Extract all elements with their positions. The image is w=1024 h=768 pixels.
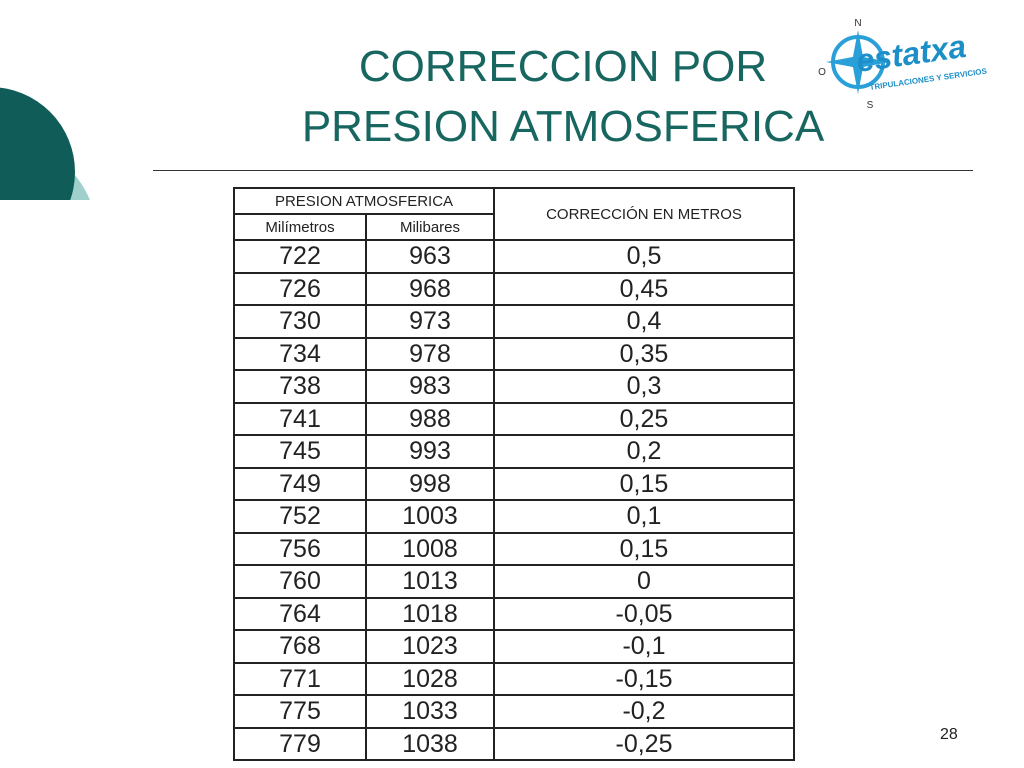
table-row: 722 963 0,5	[233, 239, 795, 274]
logo-star	[826, 56, 890, 68]
table-cell: 0,15	[493, 466, 795, 501]
table-row: 756 1008 0,15	[233, 531, 795, 566]
table-cell: 749	[233, 466, 367, 501]
table-cell: 0,4	[493, 304, 795, 339]
table-row: 741 988 0,25	[233, 401, 795, 436]
table-body: PRESION ATMOSFERICA CORRECCIÓN EN METROS…	[233, 187, 795, 761]
table-cell: 0,15	[493, 531, 795, 566]
table-cell: 738	[233, 369, 367, 404]
table-cell: -0,15	[493, 661, 795, 696]
table-row: 760 1013 0	[233, 564, 795, 599]
table-cell: 1023	[365, 629, 495, 664]
table-cell: 963	[365, 239, 495, 274]
table-row: 775 1033 -0,2	[233, 694, 795, 729]
table-row: 779 1038 -0,25	[233, 726, 795, 761]
table-row: 752 1003 0,1	[233, 499, 795, 534]
table-row: 734 978 0,35	[233, 336, 795, 371]
header-row: Milímetros Milibares	[233, 213, 794, 241]
table-cell: 1018	[365, 596, 495, 631]
table-cell: 998	[365, 466, 495, 501]
decoration: N O S estatxa TRIPULACIONES Y SERVICIOS	[0, 18, 988, 200]
table-cell: 760	[233, 564, 367, 599]
table-cell: 1038	[365, 726, 495, 761]
column-header: Milímetros	[233, 213, 367, 241]
table-cell: 779	[233, 726, 367, 761]
logo-south: S	[867, 100, 874, 111]
group-header: PRESION ATMOSFERICA	[233, 187, 495, 215]
table-row: 745 993 0,2	[233, 434, 795, 469]
table-cell: 741	[233, 401, 367, 436]
table-cell: 775	[233, 694, 367, 729]
table-cell: 1033	[365, 694, 495, 729]
table-row: 749 998 0,15	[233, 466, 795, 501]
table-row: 771 1028 -0,15	[233, 661, 795, 696]
table-cell: 0,25	[493, 401, 795, 436]
dark-circle	[0, 87, 75, 200]
title-line: PRESION ATMOSFERICA	[301, 102, 825, 151]
table-row: 726 968 0,45	[233, 271, 795, 306]
table-cell: -0,2	[493, 694, 795, 729]
table-cell: 756	[233, 531, 367, 566]
table-cell: 968	[365, 271, 495, 306]
table-cell: 722	[233, 239, 367, 274]
table-row: 738 983 0,3	[233, 369, 795, 404]
table-cell: 1013	[365, 564, 495, 599]
table-cell: 752	[233, 499, 367, 534]
page-number: 28	[940, 726, 958, 743]
table-cell: 734	[233, 336, 367, 371]
table: PRESION ATMOSFERICA CORRECCIÓN EN METROS…	[233, 187, 795, 761]
header-row: PRESION ATMOSFERICA CORRECCIÓN EN METROS	[233, 187, 795, 241]
table-cell: 0,3	[493, 369, 795, 404]
table-cell: 973	[365, 304, 495, 339]
table-cell: -0,05	[493, 596, 795, 631]
table-cell: 768	[233, 629, 367, 664]
column-header: CORRECCIÓN EN METROS	[493, 187, 795, 241]
title-line: CORRECCION POR	[358, 42, 768, 91]
table-cell: 771	[233, 661, 367, 696]
table-cell: 0,35	[493, 336, 795, 371]
table-cell: 764	[233, 596, 367, 631]
table-cell: 726	[233, 271, 367, 306]
table-cell: 0,2	[493, 434, 795, 469]
table-cell: 978	[365, 336, 495, 371]
table-cell: 1003	[365, 499, 495, 534]
table-cell: 1028	[365, 661, 495, 696]
table-row: 768 1023 -0,1	[233, 629, 795, 664]
table-cell: 0,5	[493, 239, 795, 274]
table-cell: -0,25	[493, 726, 795, 761]
table-row: 730 973 0,4	[233, 304, 795, 339]
table-cell: 988	[365, 401, 495, 436]
column-header: Milibares	[365, 213, 495, 241]
logo-west: O	[818, 67, 826, 78]
table-cell: 983	[365, 369, 495, 404]
table-cell: 993	[365, 434, 495, 469]
table-cell: 0	[493, 564, 795, 599]
table-cell: 1008	[365, 531, 495, 566]
table-cell: -0,1	[493, 629, 795, 664]
logo-north: N	[854, 18, 861, 29]
divider	[153, 170, 973, 171]
table-cell: 0,45	[493, 271, 795, 306]
table-cell: 730	[233, 304, 367, 339]
table-row: 764 1018 -0,05	[233, 596, 795, 631]
table-cell: 745	[233, 434, 367, 469]
table-cell: 0,1	[493, 499, 795, 534]
